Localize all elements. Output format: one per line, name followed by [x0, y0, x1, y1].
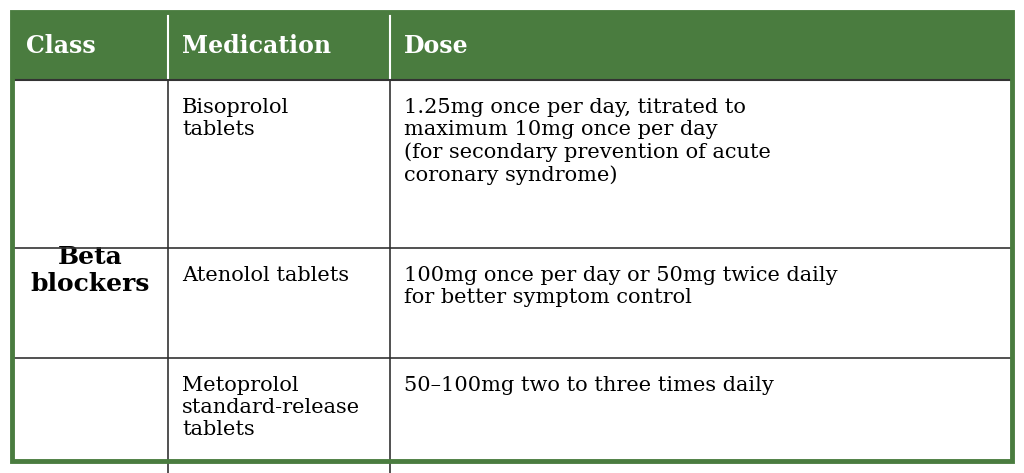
Text: 100mg once per day or 50mg twice daily
for better symptom control: 100mg once per day or 50mg twice daily f…: [404, 266, 838, 307]
Text: Beta
blockers: Beta blockers: [31, 245, 150, 297]
Text: Atenolol tablets: Atenolol tablets: [182, 266, 349, 285]
Text: Dose: Dose: [404, 34, 469, 58]
Text: Medication: Medication: [182, 34, 331, 58]
Text: 50–100mg two to three times daily: 50–100mg two to three times daily: [404, 376, 774, 395]
Bar: [12, 80, 1012, 248]
Text: 1.25mg once per day, titrated to
maximum 10mg once per day
(for secondary preven: 1.25mg once per day, titrated to maximum…: [404, 98, 771, 184]
Text: Class: Class: [26, 34, 96, 58]
Bar: [12, 358, 1012, 473]
Text: Bisoprolol
tablets: Bisoprolol tablets: [182, 98, 289, 139]
Bar: [12, 248, 1012, 358]
Bar: [12, 12, 1012, 80]
Text: Metoprolol
standard-release
tablets: Metoprolol standard-release tablets: [182, 376, 360, 439]
